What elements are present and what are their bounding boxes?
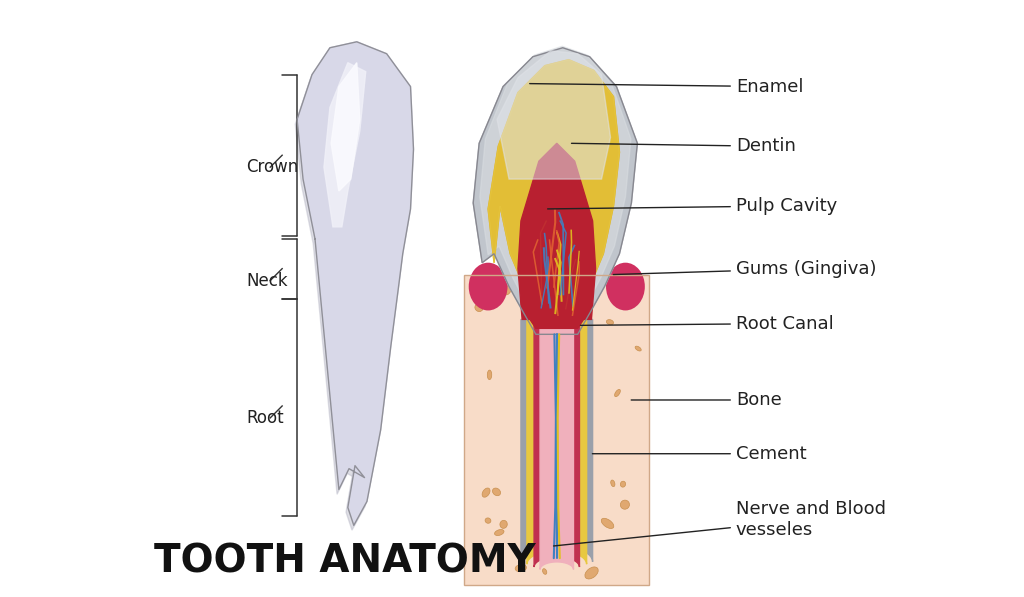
Text: Crown: Crown [247,158,299,176]
Ellipse shape [478,289,489,303]
Text: Gums (Gingiva): Gums (Gingiva) [613,260,877,278]
Ellipse shape [487,370,492,380]
Polygon shape [518,143,596,328]
Ellipse shape [515,564,526,572]
Text: Cement: Cement [593,445,807,463]
Text: Dentin: Dentin [571,137,796,155]
Ellipse shape [469,263,508,310]
Ellipse shape [493,488,501,496]
Polygon shape [324,63,366,227]
Text: Root Canal: Root Canal [581,315,834,333]
Polygon shape [297,42,414,525]
Ellipse shape [610,480,615,487]
Polygon shape [488,60,620,331]
Ellipse shape [485,518,490,523]
Ellipse shape [632,288,639,296]
Text: Neck: Neck [247,272,288,290]
Ellipse shape [621,481,626,487]
Ellipse shape [585,567,598,579]
Polygon shape [497,51,610,179]
Polygon shape [295,47,412,530]
Ellipse shape [621,500,630,509]
Text: Enamel: Enamel [529,78,804,96]
Ellipse shape [606,263,645,310]
Polygon shape [535,319,580,567]
Text: TOOTH ANATOMY: TOOTH ANATOMY [154,542,536,580]
Ellipse shape [635,346,641,351]
Ellipse shape [601,518,613,528]
Polygon shape [540,319,573,570]
Polygon shape [527,319,587,564]
Polygon shape [473,48,637,334]
Ellipse shape [495,530,504,536]
FancyBboxPatch shape [464,275,649,585]
Polygon shape [331,63,359,191]
Polygon shape [488,60,620,331]
Text: Nerve and Blood
vesseles: Nerve and Blood vesseles [554,500,886,546]
Ellipse shape [543,569,547,574]
Text: Root: Root [247,409,284,427]
Ellipse shape [614,389,621,396]
Ellipse shape [482,488,490,497]
Polygon shape [480,47,631,324]
Polygon shape [521,319,593,562]
Text: Pulp Cavity: Pulp Cavity [548,197,838,215]
Ellipse shape [606,319,613,325]
Text: Bone: Bone [631,391,781,409]
Ellipse shape [500,521,507,528]
Ellipse shape [498,284,511,295]
Ellipse shape [475,304,483,312]
